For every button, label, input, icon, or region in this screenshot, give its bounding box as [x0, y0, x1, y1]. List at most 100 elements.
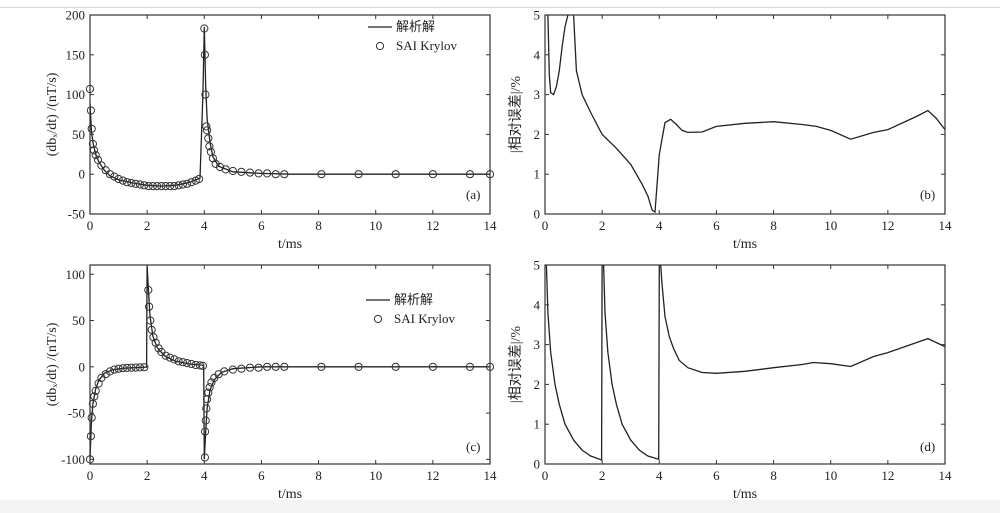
x-tick-label: 10	[824, 468, 837, 483]
y-tick-label: 1	[534, 417, 541, 432]
data-point	[144, 285, 153, 295]
data-point	[201, 427, 210, 436]
data-point	[271, 170, 280, 179]
data-point	[195, 361, 205, 370]
x-tick-label: 14	[939, 468, 953, 483]
x-tick-label: 8	[315, 468, 322, 483]
data-point	[254, 169, 263, 178]
data-point	[87, 124, 96, 133]
y-tick-label: 3	[534, 87, 541, 102]
x-tick-label: 0	[87, 468, 94, 483]
data-point	[187, 178, 196, 187]
data-point	[118, 364, 128, 373]
x-axis-title: t/ms	[733, 487, 757, 502]
data-point	[131, 179, 140, 188]
panel-label-a: (a)	[466, 187, 480, 202]
y-tick-label: 100	[66, 267, 86, 282]
x-tick-label: 14	[484, 218, 498, 233]
x-tick-label: 6	[713, 468, 720, 483]
data-point	[105, 367, 115, 376]
y-tick-label: 0	[79, 167, 86, 182]
legend-a: 解析解 SAI Krylov	[368, 19, 458, 53]
y-tick-label: 4	[534, 297, 541, 312]
y-tick-label: 4	[534, 47, 541, 62]
legend-a-marker-swatch	[375, 41, 385, 51]
y-axis-title: (dbₓ/dt) /(nT/s)	[45, 322, 60, 406]
data-point	[87, 413, 96, 422]
x-tick-label: 6	[258, 468, 265, 483]
data-point	[101, 166, 110, 175]
data-point	[245, 363, 255, 372]
y-tick-label: 5	[534, 258, 541, 273]
data-point	[153, 182, 162, 191]
x-tick-label: 2	[144, 468, 151, 483]
data-point	[90, 392, 99, 401]
data-point	[317, 170, 326, 179]
data-point	[144, 182, 153, 191]
data-point	[178, 180, 187, 189]
data-point	[140, 181, 149, 190]
y-tick-label: 2	[534, 127, 541, 142]
x-tick-label: 8	[770, 218, 777, 233]
x-tick-label: 4	[656, 468, 663, 483]
x-tick-label: 6	[258, 218, 265, 233]
data-point	[165, 353, 175, 362]
data-point	[200, 50, 209, 59]
data-point	[391, 362, 400, 371]
data-point	[237, 364, 246, 373]
series-line-d-0-0	[545, 265, 603, 461]
data-point	[205, 383, 214, 392]
x-tick-label: 12	[426, 218, 439, 233]
x-tick-label: 0	[542, 468, 549, 483]
legend-c-krylov-label: SAI Krylov	[394, 311, 456, 326]
data-point	[174, 357, 183, 366]
plot-frame-c	[89, 264, 491, 465]
data-point	[280, 362, 289, 371]
data-point	[140, 363, 149, 372]
plot-frame-d	[544, 264, 946, 465]
data-point	[135, 180, 145, 189]
data-point	[187, 359, 196, 369]
data-point	[110, 172, 119, 181]
x-axis-title: t/ms	[733, 237, 757, 252]
data-point	[245, 168, 255, 177]
data-point	[123, 178, 132, 187]
y-tick-label: 0	[534, 457, 541, 472]
data-point	[354, 362, 363, 371]
data-point	[280, 170, 289, 179]
bottom-band	[0, 500, 1000, 513]
data-point	[202, 404, 211, 413]
data-point	[354, 170, 363, 179]
plot-area-d	[545, 265, 945, 461]
plot-frame-b	[544, 14, 946, 215]
data-point	[91, 151, 100, 160]
data-point	[203, 126, 212, 135]
data-point	[170, 355, 179, 364]
legend-a-krylov-label: SAI Krylov	[396, 38, 458, 53]
series-line-d-0-1	[602, 265, 660, 461]
data-point	[202, 122, 211, 131]
data-point	[200, 24, 209, 33]
data-point	[428, 170, 437, 179]
data-point	[201, 90, 210, 99]
x-tick-label: 6	[713, 218, 720, 233]
data-point	[149, 333, 158, 342]
y-axis-title: (dbₓ/dt) /(nT/s)	[45, 72, 60, 156]
y-tick-label: 50	[72, 313, 85, 328]
x-tick-label: 0	[87, 218, 94, 233]
data-point	[203, 395, 212, 404]
legend-c-analytic-label: 解析解	[394, 292, 433, 307]
data-point	[237, 167, 246, 176]
x-tick-label: 14	[939, 218, 953, 233]
panel-label-c: (c)	[466, 439, 480, 454]
data-point	[183, 359, 192, 368]
series-line-a-0-0	[90, 26, 490, 187]
y-tick-label: 1	[534, 167, 541, 182]
legend-c-marker-swatch	[373, 314, 383, 324]
series-line-b-0-1	[572, 15, 945, 214]
data-point	[114, 364, 123, 373]
data-point	[428, 362, 437, 371]
data-point	[204, 134, 213, 143]
panel-c: 解析解 SAI Krylov (c) 0 2 4 6 8 10 12 14 -100 -50 0 50…	[45, 264, 497, 502]
x-tick-label: 12	[426, 468, 439, 483]
